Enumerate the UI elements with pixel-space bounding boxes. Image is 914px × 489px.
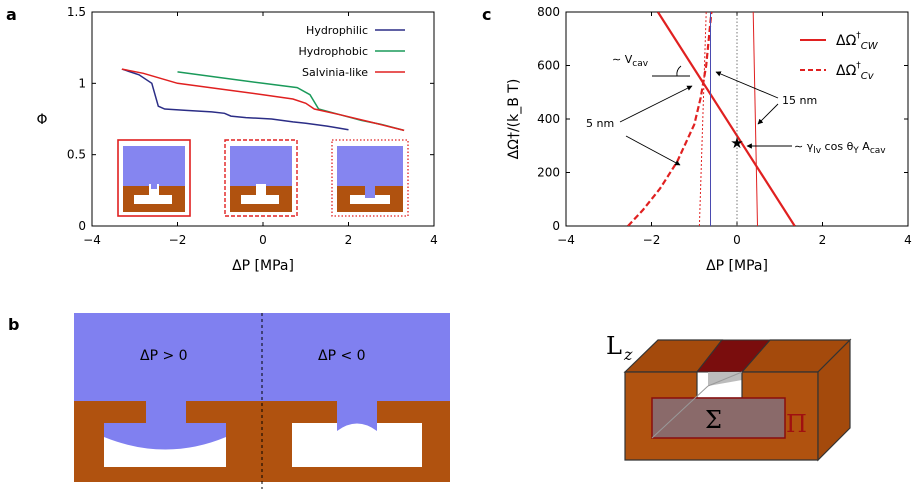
label-pi: Π [786, 410, 807, 438]
inset-hydrophilic [117, 139, 191, 217]
chart-c-series [627, 12, 796, 226]
star-marker: ★ [730, 134, 743, 152]
label-sigma: Σ [705, 406, 722, 434]
y-axis-label: Φ [36, 112, 47, 128]
x-tick-label: −2 [643, 233, 661, 247]
legend-label: Salvinia-like [302, 66, 368, 79]
x-tick-label: −2 [169, 233, 187, 247]
y-tick-label: 1.5 [67, 5, 86, 19]
y-tick-label: 0 [552, 219, 560, 233]
annot-15nm: 15 nm [782, 94, 817, 107]
panel-c-label: c [482, 5, 491, 24]
y-tick-label: 200 [537, 166, 560, 180]
legend-label: ΔΩ†CW [836, 31, 879, 52]
x-tick-label: 0 [733, 233, 741, 247]
y-tick-label: 400 [537, 112, 560, 126]
x-tick-label: −4 [557, 233, 575, 247]
vcav-arc [676, 65, 682, 77]
right-meniscus [337, 401, 377, 431]
x-tick-label: 0 [259, 233, 267, 247]
label-dp-positive: ΔP > 0 [140, 348, 188, 364]
label-Lz: L [606, 332, 622, 360]
chart-a: −4 −2 0 2 4 0 0.5 1 1.5 ΔP [MPa] Φ Hydrophilic Hydro… [36, 5, 437, 274]
left-neck [146, 401, 186, 423]
panel-b-label: b [8, 315, 19, 334]
left-meniscus [104, 423, 226, 450]
annot-5nm: 5 nm [586, 117, 614, 130]
legend-label: Hydrophilic [306, 24, 368, 37]
y-axis-label: ΔΩ†/(k_B T) [506, 79, 522, 160]
x-tick-label: 4 [904, 233, 912, 247]
x-axis-label: ΔP [MPa] [706, 258, 768, 274]
series-3 [698, 12, 707, 226]
legend-label: Hydrophobic [298, 45, 368, 58]
x-tick-label: −4 [83, 233, 101, 247]
schematic-b: ΔP > 0 ΔP < 0 [74, 313, 450, 489]
y-tick-label: 0 [78, 219, 86, 233]
arrow-15nm-b [757, 103, 779, 125]
series-0 [656, 12, 796, 226]
y-tick-label: 0.5 [67, 148, 86, 162]
y-tick-label: 1 [78, 76, 86, 90]
arrow-5nm-a [619, 85, 693, 123]
x-axis-label: ΔP [MPa] [232, 258, 294, 274]
inset-hydrophobic [224, 139, 298, 217]
arrow-5nm-b [625, 135, 681, 166]
series-2 [752, 12, 758, 226]
right-cavity [292, 423, 422, 467]
geometry-3d: L z Σ Π [606, 332, 852, 462]
x-tick-label: 2 [819, 233, 827, 247]
y-tick-label: 600 [537, 59, 560, 73]
label-Lz-sub: z [623, 345, 633, 364]
label-dp-negative: ΔP < 0 [318, 348, 366, 364]
legend-label: ΔΩ†Cv [836, 61, 875, 82]
panel-a-label: a [6, 5, 17, 24]
chart-c: −4 −2 0 2 4 0 200 400 600 800 ΔP [MPa] ΔΩ†/(k_B T) Δ… [506, 5, 912, 274]
inset-salvinia [331, 139, 409, 217]
x-tick-label: 2 [345, 233, 353, 247]
annot-vcav: ∼ Vcav [612, 53, 649, 69]
series-line-salvinia-like [121, 68, 405, 132]
annot-gamma: ∼ γlv cos θY Acav [794, 140, 886, 156]
series-1 [627, 12, 713, 226]
series-line-hydrophilic [121, 68, 349, 131]
arrow-15nm-a [715, 71, 779, 99]
y-tick-label: 800 [537, 5, 560, 19]
x-tick-label: 4 [430, 233, 438, 247]
